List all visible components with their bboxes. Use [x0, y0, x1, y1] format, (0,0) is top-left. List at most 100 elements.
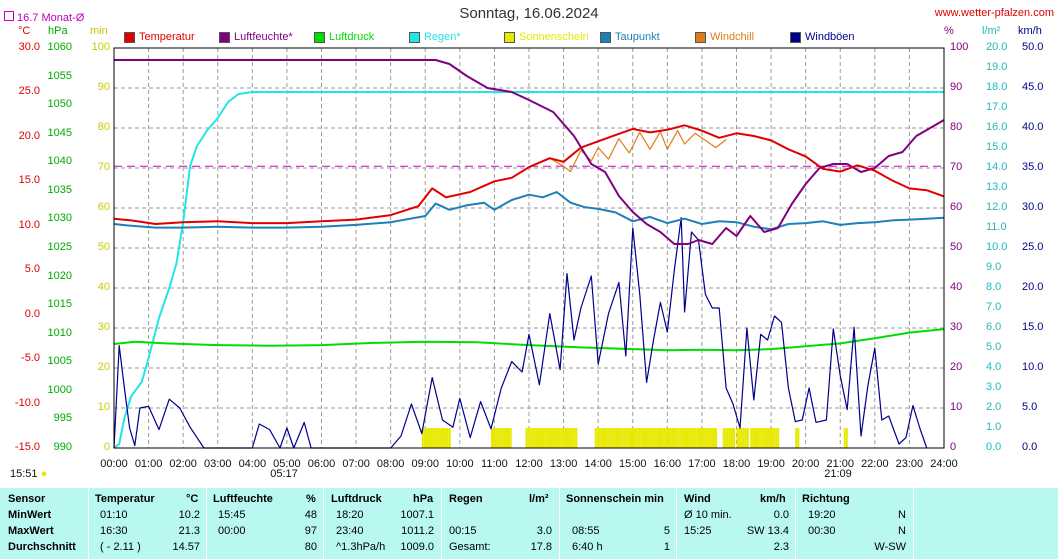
sunshine-bar [425, 428, 428, 448]
series-luftdruck [113, 328, 945, 352]
x-tick: 16:00 [653, 458, 682, 470]
tick-hpa: 1030 [47, 212, 72, 225]
sunshine-bar [632, 428, 635, 448]
tick-kmh: 30.0 [1022, 201, 1044, 213]
sunshine-bar [742, 428, 745, 448]
legend-label: Luftdruck [329, 31, 375, 43]
sunshine-bar [544, 428, 547, 448]
sunshine-bar [750, 428, 753, 448]
legend-item-luftdruck[interactable]: Luftdruck [314, 31, 374, 43]
axis-title-temp: °C [18, 25, 31, 37]
th-luftfeuchte-unit: % [306, 493, 316, 505]
tick-hpa: 1035 [47, 183, 72, 196]
cell-label: MaxWert [8, 525, 54, 537]
sunshine-bar [531, 428, 534, 448]
sunshine-bar [764, 428, 767, 448]
legend-item-windboeen[interactable]: Windböen [790, 31, 855, 43]
x-tick: 01:00 [134, 458, 163, 470]
legend-item-taupunkt[interactable]: Taupunkt [600, 31, 660, 43]
tick-temp: -15.0 [14, 441, 40, 453]
sunshine-bar [644, 428, 647, 448]
cell-p_time: ^1.3hPa/h [336, 541, 386, 553]
tick-min: 100 [91, 41, 110, 53]
tick-temp: 20.0 [18, 129, 40, 142]
cell-r_time: 00:15 [449, 525, 477, 537]
sunshine-bar [648, 428, 651, 448]
tick-min: 90 [97, 81, 110, 93]
x-tick: 15:00 [618, 458, 647, 470]
sunshine-bar [505, 428, 508, 448]
sunshine-bar [607, 428, 610, 448]
cell-s_val: 1 [663, 541, 670, 553]
legend-item-sonnenschein[interactable]: Sonnenschein [504, 31, 589, 43]
th-regen: Regen [449, 493, 483, 505]
site-link[interactable]: www.wetter-pfalzen.com [934, 7, 1054, 19]
x-tick: 07:00 [342, 458, 370, 470]
tick-kmh: 50.0 [1022, 41, 1044, 53]
legend-label: Taupunkt [615, 31, 660, 43]
sunshine-bar [598, 428, 601, 448]
x-tick: 04:00 [238, 458, 267, 470]
sunshine-bar [730, 428, 733, 448]
tick-lm2: 20.0 [986, 41, 1008, 53]
axis-title-kmh: km/h [1018, 25, 1042, 37]
cell-p_time: 23:40 [336, 525, 364, 537]
sunshine-bar [560, 428, 563, 448]
legend-swatch [314, 31, 325, 43]
th-richtung: Richtung [802, 493, 850, 505]
x-tick: 23:00 [895, 458, 924, 470]
series-temperatur [113, 124, 945, 225]
sunshine-bar [640, 428, 643, 448]
legend-label: Windböen [805, 31, 855, 43]
sunshine-bar [537, 428, 540, 448]
sunshine-bar [661, 428, 664, 448]
current-time: 15:51 ● [10, 468, 47, 480]
sunshine-bar [692, 428, 695, 448]
cell-s_time: 08:55 [572, 525, 600, 537]
sunshine-bar [659, 428, 662, 448]
tick-hpa: 1020 [47, 269, 72, 282]
legend-item-regen[interactable]: Regen* [409, 31, 461, 43]
legend-item-windchill[interactable]: Windchill [695, 31, 754, 43]
current-time-label: 15:51 [10, 468, 38, 480]
sunshine-bar [700, 428, 703, 448]
sunshine-bar [527, 428, 530, 448]
sunshine-bar [673, 428, 676, 448]
cell-label: Durchschnitt [8, 541, 76, 553]
legend-label: Luftfeuchte* [234, 31, 293, 43]
tick-lm2: 6.0 [986, 321, 1002, 333]
sunshine-bar [777, 428, 780, 448]
series-taupunkt [113, 191, 945, 231]
cell-h_val: 48 [304, 509, 317, 521]
sunshine-bar [613, 428, 616, 448]
x-tick: 21:00 [826, 458, 855, 470]
tick-hpa: 995 [53, 412, 72, 425]
tick-min: 30 [97, 321, 110, 333]
tick-hpa: 1015 [47, 298, 72, 311]
legend-item-temperatur[interactable]: Temperatur [124, 31, 195, 43]
tick-min: 60 [97, 201, 110, 213]
sunshine-bar [845, 428, 848, 448]
x-tick: 09:00 [411, 458, 440, 470]
sunshine-bar [681, 428, 684, 448]
sunshine-bar [690, 428, 693, 448]
sunshine-bar [797, 428, 800, 448]
cell-p_val: 1011.2 [401, 525, 434, 537]
checkbox-icon [4, 11, 14, 21]
sunshine-bar [634, 428, 637, 448]
legend-item-luftfeuchte[interactable]: Luftfeuchte* [219, 31, 293, 43]
legend-label: Sonnenschein [519, 31, 589, 43]
th-regen-unit: l/m² [529, 493, 549, 505]
cell-d_val: N [898, 509, 906, 521]
tick-min: 50 [97, 241, 110, 253]
tick-min: 10 [97, 401, 110, 413]
sunshine-bar [728, 428, 731, 448]
sunset: 21:09 [824, 468, 852, 480]
tick-kmh: 35.0 [1022, 161, 1044, 173]
sunshine-bar [617, 428, 620, 448]
tick-hpa: 1045 [47, 126, 72, 139]
plot-frame [113, 47, 945, 449]
sunshine-bar [694, 428, 697, 448]
tick-lm2: 13.0 [986, 181, 1008, 193]
sunshine-bar [442, 428, 445, 448]
